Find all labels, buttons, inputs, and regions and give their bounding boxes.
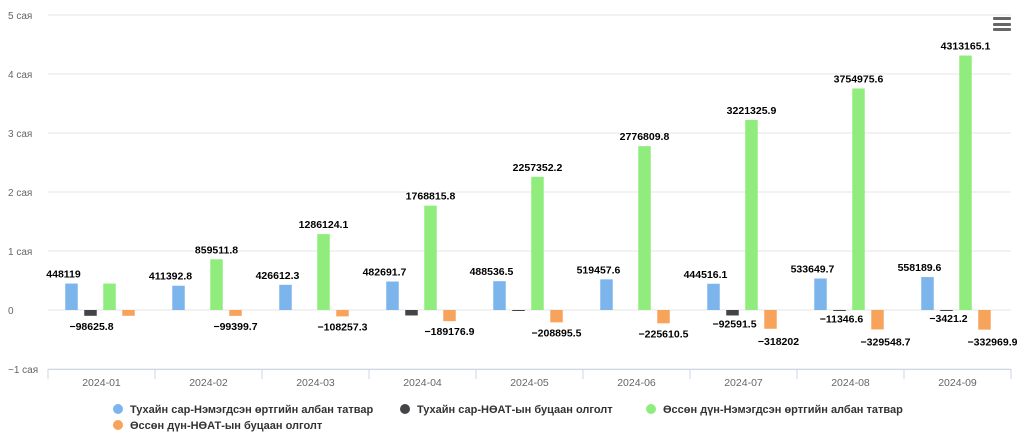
bars (65, 55, 991, 330)
bar[interactable] (210, 259, 223, 310)
bar[interactable] (405, 310, 418, 316)
hamburger-menu-icon[interactable] (993, 17, 1011, 31)
legend-marker[interactable] (646, 404, 656, 414)
bar[interactable] (317, 234, 330, 310)
bar[interactable] (814, 278, 827, 310)
data-label: 1286124.1 (299, 219, 349, 231)
legend-marker[interactable] (400, 404, 410, 414)
bar[interactable] (657, 310, 670, 324)
data-label: −99399.7 (213, 321, 257, 333)
bar[interactable] (172, 285, 185, 310)
x-tick-label: 2024-04 (403, 377, 442, 389)
y-tick-label: 4 сая (8, 70, 32, 81)
bar[interactable] (336, 310, 349, 317)
data-label: 1768815.8 (406, 191, 456, 203)
bar[interactable] (833, 310, 846, 311)
data-label: −225610.5 (639, 328, 689, 340)
y-axis-tick-labels: −1 сая 0 1 сая 2 сая 3 сая 4 сая 5 сая (8, 11, 38, 376)
legend-item[interactable]: Өссөн дүн-Нэмэгдсэн өртгийн албан татвар (663, 404, 903, 416)
data-label: 3221325.9 (727, 105, 777, 117)
data-label: 3754975.6 (834, 73, 884, 85)
data-label: 444516.1 (684, 269, 728, 281)
data-label: 533649.7 (791, 264, 835, 276)
bar[interactable] (550, 310, 563, 323)
data-label: 448119 (46, 269, 81, 281)
legend-item[interactable]: Тухайн сар-НӨАТ-ын буцаан олголт (417, 404, 613, 416)
x-tick-label: 2024-06 (617, 377, 656, 389)
bar[interactable] (531, 176, 544, 310)
x-tick-label: 2024-07 (724, 377, 763, 389)
data-label: 859511.8 (195, 244, 238, 256)
data-label: −318202 (758, 336, 799, 348)
data-label: −3421.2 (929, 313, 967, 325)
data-label: −11346.6 (820, 314, 864, 326)
bar[interactable] (600, 279, 613, 310)
bar[interactable] (84, 310, 97, 316)
x-tick-label: 2024-03 (296, 377, 335, 389)
bar[interactable] (638, 146, 651, 310)
data-label: −208895.5 (532, 327, 582, 339)
legend-item[interactable]: Тухайн сар-Нэмэгдсэн өртгийн албан татва… (130, 404, 374, 416)
bar[interactable] (852, 88, 865, 310)
y-tick-label: 0 (8, 306, 14, 317)
bar[interactable] (103, 283, 116, 310)
y-tick-label: 5 сая (8, 11, 32, 22)
data-label: 2776809.8 (620, 131, 670, 143)
data-label: 4313165.1 (941, 41, 991, 53)
bar[interactable] (229, 310, 242, 316)
bar[interactable] (386, 281, 399, 310)
y-tick-label: 2 сая (8, 188, 32, 199)
legend-marker[interactable] (113, 404, 123, 414)
bar[interactable] (279, 284, 292, 310)
x-tick-label: 2024-02 (189, 377, 228, 389)
x-tick-label: 2024-09 (938, 377, 977, 389)
x-tick-label: 2024-08 (831, 377, 870, 389)
bar[interactable] (921, 277, 934, 310)
data-label: 426612.3 (256, 270, 300, 282)
data-label: 482691.7 (363, 267, 407, 279)
data-label: −98625.8 (69, 321, 113, 333)
bar[interactable] (745, 119, 758, 310)
x-tick-label: 2024-01 (82, 377, 121, 389)
bar[interactable] (726, 310, 739, 316)
bar[interactable] (764, 310, 777, 329)
x-axis: 2024-01 2024-02 2024-03 2024-04 2024-05 2024-… (47, 369, 1012, 389)
data-label: 2257352.2 (513, 162, 563, 174)
bar[interactable] (424, 205, 437, 310)
data-label: −332969.9 (968, 337, 1018, 349)
bar[interactable] (940, 310, 953, 311)
data-label: −92591.5 (712, 318, 756, 330)
grid-lines (48, 14, 1011, 370)
bar[interactable] (512, 310, 525, 311)
legend: Тухайн сар-Нэмэгдсэн өртгийн албан татва… (113, 404, 903, 432)
y-tick-label: 1 сая (8, 247, 32, 258)
y-tick-label: 3 сая (8, 129, 32, 140)
data-label: −189176.9 (425, 326, 475, 338)
data-label: 488536.5 (470, 266, 514, 278)
legend-marker[interactable] (113, 420, 123, 430)
data-label: 558189.6 (898, 262, 942, 274)
legend-item[interactable]: Өссөн дүн-НӨАТ-ын буцаан олголт (130, 420, 323, 432)
data-label: 519457.6 (577, 264, 621, 276)
bar[interactable] (122, 310, 135, 316)
bar[interactable] (978, 310, 991, 330)
data-label: −108257.3 (318, 321, 368, 333)
bar[interactable] (65, 283, 78, 310)
data-label: −329548.7 (861, 336, 911, 348)
bar[interactable] (959, 55, 972, 311)
data-label: 411392.8 (149, 271, 192, 283)
x-tick-label: 2024-05 (510, 377, 549, 389)
bar[interactable] (871, 310, 884, 330)
bar[interactable] (493, 281, 506, 310)
data-labels: 448119 −98625.8 411392.8 859511.8 −99399.7 42… (45, 40, 1018, 350)
bar[interactable] (707, 283, 720, 310)
y-tick-label: −1 сая (8, 365, 38, 376)
bar[interactable] (443, 310, 456, 322)
